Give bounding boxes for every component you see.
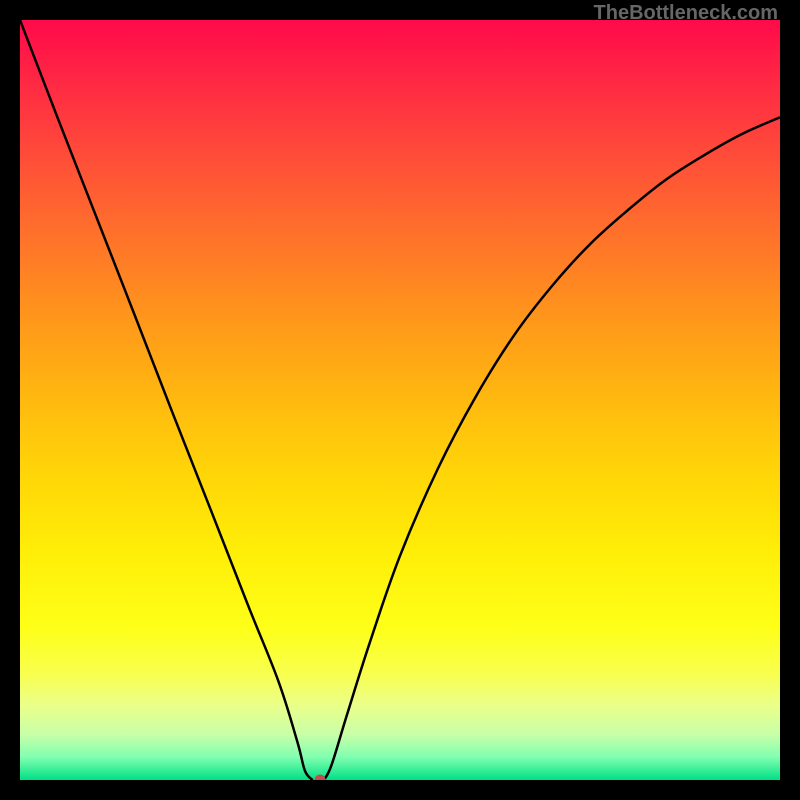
bottleneck-curve [20, 20, 780, 780]
curve-right-branch [324, 117, 780, 780]
watermark-text: TheBottleneck.com [594, 2, 778, 25]
curve-left-branch [20, 20, 313, 780]
plot-area [20, 20, 780, 780]
optimum-marker [315, 775, 326, 781]
